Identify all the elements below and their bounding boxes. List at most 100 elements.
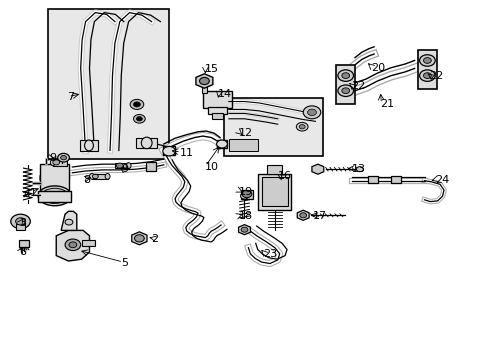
Circle shape: [423, 58, 430, 63]
Text: 17: 17: [312, 211, 326, 221]
Text: 22: 22: [428, 71, 443, 81]
Circle shape: [134, 235, 144, 242]
Bar: [390, 176, 400, 183]
Ellipse shape: [50, 159, 55, 166]
Circle shape: [337, 85, 353, 96]
Ellipse shape: [89, 174, 94, 179]
Circle shape: [216, 140, 227, 148]
Polygon shape: [61, 211, 77, 230]
Circle shape: [65, 239, 81, 251]
Bar: [266, 165, 281, 174]
Polygon shape: [56, 230, 89, 261]
Circle shape: [53, 160, 60, 165]
Circle shape: [241, 227, 247, 232]
Polygon shape: [196, 74, 212, 88]
Circle shape: [130, 99, 143, 109]
Text: 19: 19: [238, 186, 252, 197]
Circle shape: [242, 190, 251, 198]
Circle shape: [65, 219, 73, 225]
Text: 18: 18: [238, 211, 252, 221]
Text: 20: 20: [370, 63, 384, 73]
Text: 23: 23: [263, 249, 277, 259]
Polygon shape: [238, 225, 250, 235]
Bar: [145, 162, 156, 171]
Ellipse shape: [38, 186, 71, 206]
Circle shape: [16, 218, 25, 225]
Circle shape: [299, 213, 306, 218]
Text: 14: 14: [217, 89, 231, 99]
Text: 3: 3: [20, 218, 26, 228]
Bar: [258, 174, 291, 210]
Text: 13: 13: [351, 164, 366, 174]
Circle shape: [240, 193, 248, 199]
Bar: [224, 98, 322, 156]
Circle shape: [337, 70, 353, 81]
Circle shape: [61, 156, 66, 160]
Text: 5: 5: [121, 258, 128, 268]
Circle shape: [69, 242, 77, 248]
Ellipse shape: [84, 140, 93, 151]
Circle shape: [136, 117, 142, 121]
Text: 15: 15: [204, 64, 218, 74]
Text: 9: 9: [121, 164, 128, 174]
Text: 16: 16: [277, 171, 291, 181]
Text: 4: 4: [23, 189, 31, 199]
Circle shape: [58, 153, 69, 162]
Circle shape: [11, 214, 30, 229]
Bar: [336, 65, 354, 104]
Bar: [203, 91, 232, 108]
Bar: [48, 9, 168, 159]
Text: 12: 12: [238, 128, 252, 138]
Ellipse shape: [105, 174, 110, 179]
Text: 8: 8: [83, 175, 90, 185]
Text: 11: 11: [180, 148, 194, 158]
Text: 21: 21: [380, 99, 394, 109]
Bar: [53, 159, 67, 166]
Text: 24: 24: [434, 175, 448, 185]
Bar: [19, 240, 29, 247]
Bar: [81, 240, 95, 246]
Bar: [80, 140, 98, 151]
Text: 9: 9: [49, 153, 56, 163]
Text: 2: 2: [151, 234, 159, 244]
Bar: [92, 174, 107, 179]
Text: 22: 22: [350, 81, 365, 91]
Bar: [38, 191, 71, 202]
Bar: [136, 138, 157, 148]
Bar: [228, 139, 258, 151]
Circle shape: [423, 73, 430, 78]
Text: 10: 10: [204, 162, 218, 172]
Circle shape: [92, 174, 98, 179]
Ellipse shape: [43, 167, 66, 188]
Bar: [16, 224, 25, 230]
Circle shape: [133, 102, 140, 107]
Circle shape: [116, 163, 123, 168]
Text: 1: 1: [29, 188, 36, 198]
Circle shape: [307, 109, 316, 116]
Polygon shape: [297, 210, 308, 220]
Polygon shape: [311, 164, 323, 174]
Bar: [211, 113, 223, 119]
Circle shape: [133, 114, 145, 123]
Bar: [115, 163, 128, 168]
Circle shape: [303, 106, 320, 119]
Circle shape: [419, 55, 434, 66]
Bar: [240, 190, 252, 199]
Bar: [216, 140, 227, 148]
Circle shape: [163, 147, 175, 156]
Circle shape: [341, 73, 349, 78]
Polygon shape: [131, 232, 147, 245]
Ellipse shape: [40, 165, 69, 191]
Circle shape: [419, 70, 434, 81]
Circle shape: [341, 88, 349, 94]
Bar: [262, 177, 287, 206]
Ellipse shape: [41, 188, 68, 203]
Text: 6: 6: [20, 247, 26, 257]
Circle shape: [296, 122, 307, 131]
Bar: [417, 50, 436, 89]
Bar: [163, 146, 175, 155]
Circle shape: [199, 77, 209, 85]
Bar: [367, 176, 377, 183]
Circle shape: [299, 125, 305, 129]
Ellipse shape: [141, 137, 152, 149]
